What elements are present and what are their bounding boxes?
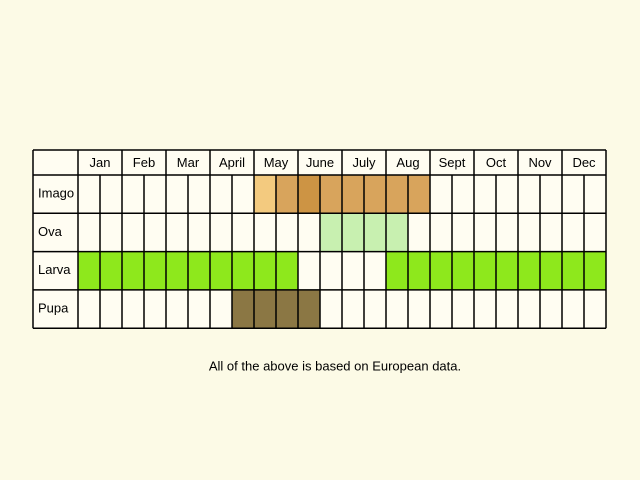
period-cell: [100, 251, 122, 290]
period-cell: [320, 175, 342, 214]
month-header: Oct: [486, 155, 507, 170]
period-cell: [166, 251, 188, 290]
month-header: Aug: [396, 155, 419, 170]
period-cell: [452, 251, 474, 290]
period-cell: [144, 251, 166, 290]
row-label: Pupa: [38, 300, 69, 315]
period-cell: [430, 251, 452, 290]
month-header: Sept: [439, 155, 466, 170]
period-cell: [518, 251, 540, 290]
period-cell: [540, 251, 562, 290]
row-label: Larva: [38, 262, 71, 277]
period-cell: [386, 251, 408, 290]
period-cell: [342, 213, 364, 252]
period-cell: [232, 251, 254, 290]
period-cell: [276, 251, 298, 290]
note: All of the above is based on European da…: [209, 358, 461, 373]
period-cell: [210, 251, 232, 290]
month-header: Feb: [133, 155, 155, 170]
period-cell: [584, 251, 606, 290]
period-cell: [408, 175, 430, 214]
month-header: Jan: [90, 155, 111, 170]
period-cell: [386, 175, 408, 214]
period-cell: [276, 289, 298, 329]
period-cell: [254, 289, 276, 329]
period-cell: [386, 213, 408, 252]
period-cell: [254, 175, 276, 214]
month-header: May: [264, 155, 289, 170]
period-cell: [320, 213, 342, 252]
period-cell: [188, 251, 210, 290]
month-header: April: [219, 155, 245, 170]
period-cell: [474, 251, 496, 290]
month-header: June: [306, 155, 334, 170]
period-cell: [276, 175, 298, 214]
period-cell: [496, 251, 518, 290]
period-cell: [232, 289, 254, 329]
row-label: Ova: [38, 224, 63, 239]
month-header: July: [352, 155, 376, 170]
row-label: Imago: [38, 186, 74, 201]
period-cell: [364, 213, 386, 252]
period-cell: [254, 251, 276, 290]
month-header: Dec: [572, 155, 596, 170]
period-cell: [562, 251, 584, 290]
period-cell: [298, 175, 320, 214]
period-cell: [78, 251, 100, 290]
month-header: Mar: [177, 155, 200, 170]
period-cell: [342, 175, 364, 214]
period-cell: [408, 251, 430, 290]
period-cell: [364, 175, 386, 214]
period-cell: [122, 251, 144, 290]
month-header: Nov: [528, 155, 552, 170]
period-cell: [298, 289, 320, 329]
